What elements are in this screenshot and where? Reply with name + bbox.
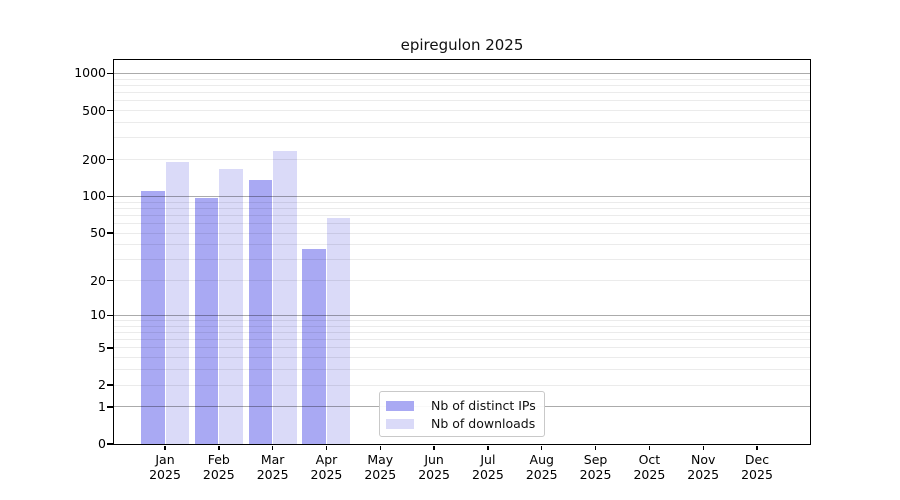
bar-downloads-feb [219,168,243,444]
y-tick-label-200: 200 [82,151,106,167]
legend-row-distinct-ips: Nb of distinct IPs [386,398,536,413]
x-tick-oct [648,445,651,450]
legend-swatch-downloads [386,418,414,429]
x-tick-may [379,445,381,450]
x-tick-label-apr: Apr 2025 [310,452,343,482]
bar-ips-feb [194,198,219,444]
chart-title: epiregulon 2025 [400,36,524,54]
legend-label-downloads: Nb of downloads [431,416,536,431]
y-tick-5 [106,347,113,349]
gridline-700 [114,92,810,94]
gridline-500 [114,110,810,112]
x-tick-jan [164,445,166,450]
x-tick-label-nov: Nov 2025 [687,452,720,482]
x-tick-label-may: May 2025 [364,452,397,482]
y-tick-label-100: 100 [82,188,106,204]
y-tick-label-500: 500 [82,102,106,118]
x-tick-sep [594,445,597,450]
bar-ips-mar [248,180,273,444]
y-tick-1000 [106,72,113,75]
y-tick-2 [106,384,113,386]
legend-row-downloads: Nb of downloads [386,416,536,431]
gridline-1000 [114,72,810,74]
y-tick-10 [106,314,113,317]
y-tick-label-2: 2 [98,377,106,393]
x-tick-label-oct: Oct 2025 [633,452,666,482]
legend-label-distinct-ips: Nb of distinct IPs [431,398,536,413]
y-tick-0 [106,443,113,445]
x-tick-label-jul: Jul 2025 [472,452,504,482]
y-tick-label-1: 1 [98,398,106,414]
y-tick-label-1000: 1000 [74,65,106,81]
bar-ips-jan [141,191,165,444]
x-tick-nov [702,445,704,450]
gridline-800 [114,84,810,86]
y-tick-label-20: 20 [90,272,106,288]
x-tick-label-jun: Jun 2025 [418,452,450,482]
y-tick-500 [106,109,113,112]
y-tick-1 [106,406,113,408]
y-tick-100 [106,195,113,198]
bar-downloads-apr [326,217,351,444]
y-tick-200 [106,158,113,161]
gridline-400 [114,122,810,124]
gridline-600 [114,100,810,102]
x-tick-label-sep: Sep 2025 [579,452,612,482]
x-tick-aug [541,445,543,450]
y-tick-label-5: 5 [98,339,106,355]
y-tick-label-0: 0 [98,436,106,451]
x-tick-label-feb: Feb 2025 [202,452,235,482]
bar-downloads-jan [165,162,189,444]
x-tick-label-mar: Mar 2025 [256,452,289,482]
x-tick-dec [756,445,758,450]
x-tick-mar [271,445,274,450]
y-tick-label-50: 50 [90,225,106,241]
x-tick-apr [325,445,328,450]
plot-area: Nb of distinct IPs Nb of downloads [113,59,811,445]
gridline-200 [114,159,810,161]
legend: Nb of distinct IPs Nb of downloads [379,391,545,437]
y-tick-50 [106,232,113,234]
x-tick-label-jan: Jan 2025 [149,452,181,482]
x-tick-feb [218,445,220,450]
x-tick-jun [433,445,435,450]
gridline-300 [114,137,810,139]
x-tick-label-aug: Aug 2025 [525,452,558,482]
x-tick-label-dec: Dec 2025 [741,452,773,482]
y-tick-label-10: 10 [90,307,106,323]
legend-swatch-distinct-ips [386,400,414,411]
x-tick-jul [487,445,489,450]
gridline-900 [114,78,810,80]
y-tick-20 [106,280,113,282]
bar-downloads-mar [273,150,297,444]
bar-ips-apr [302,248,326,444]
